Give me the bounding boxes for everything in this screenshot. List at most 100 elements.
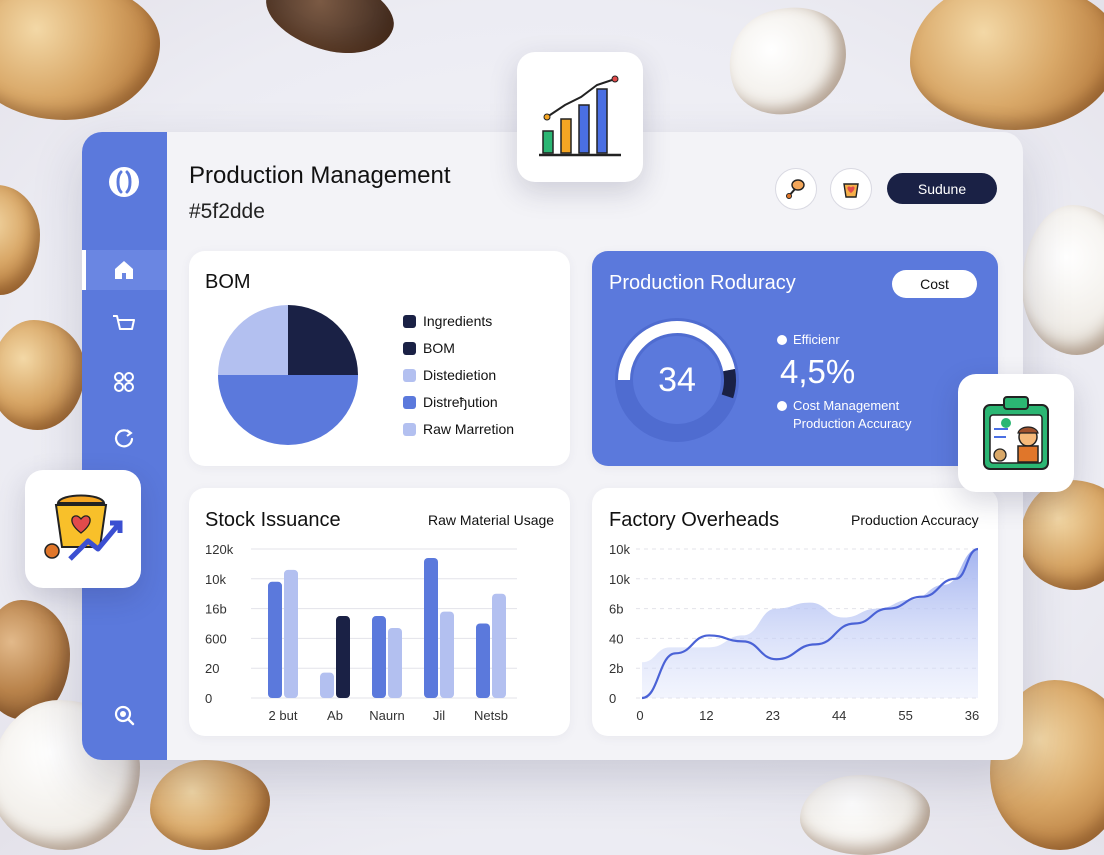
refresh-icon[interactable] — [108, 422, 140, 454]
pie-slice — [288, 305, 358, 375]
x-tick-label: Netsb — [474, 708, 508, 723]
home-icon[interactable] — [108, 254, 140, 286]
bakery-cup-tile[interactable] — [25, 470, 141, 588]
bar — [476, 623, 490, 698]
overheads-card: Factory Overheads Production Accuracy 10… — [592, 488, 998, 736]
overheads-note: Production Accuracy — [851, 512, 979, 528]
legend-ingredients: Ingredients — [403, 313, 492, 329]
x-tick-label: 23 — [766, 708, 780, 723]
y-tick-label: 20 — [205, 661, 219, 676]
x-tick-label: Jil — [433, 708, 445, 723]
stock-title: Stock Issuance — [205, 509, 341, 531]
growth-chart-tile[interactable] — [517, 52, 643, 182]
baker-report-tile[interactable] — [958, 374, 1074, 492]
bar — [440, 611, 454, 698]
stock-note: Raw Material Usage — [428, 512, 555, 528]
apps-icon[interactable] — [108, 366, 140, 398]
y-tick-label: 0 — [205, 691, 212, 706]
bread-decoration — [150, 760, 270, 850]
y-tick-label: 6b — [609, 602, 623, 617]
gauge-accent — [721, 368, 736, 399]
legend-distediction: Distediet​ion — [403, 367, 496, 383]
accuracy-card: Production Roduracy Cost 34 Efficienr 4,… — [592, 251, 998, 466]
x-tick-label: Naurn — [369, 708, 404, 723]
stock-card: Stock Issuance Raw Material Usage 120k 10… — [189, 488, 570, 736]
gauge-value: 34 — [658, 361, 696, 399]
legend-efficient: Efficienr — [777, 332, 840, 347]
bread-decoration — [800, 775, 930, 855]
x-tick-label: Ab — [327, 708, 343, 723]
x-tick-label: 0 — [636, 708, 643, 723]
bar — [388, 627, 402, 698]
bar — [372, 616, 386, 698]
gauge-fill — [618, 321, 735, 381]
search-icon[interactable] — [108, 699, 140, 731]
bar — [424, 557, 438, 698]
pie-slice — [218, 305, 288, 375]
bar — [268, 581, 282, 698]
legend-distribution: Distreђution — [403, 394, 498, 410]
legend-swatch — [403, 395, 416, 409]
bar — [320, 672, 334, 698]
page-subtitle: #5f2dde — [189, 200, 265, 223]
bom-pie-chart — [218, 305, 358, 445]
legend-swatch — [403, 422, 416, 436]
legend-cost-management: Cost Management — [777, 398, 899, 413]
y-tick-label: 2b — [609, 661, 623, 676]
legend-dot — [777, 400, 787, 411]
legend-production-accuracy: Production Accuracy — [793, 416, 912, 431]
bar — [336, 616, 350, 698]
bread-decoration — [713, 0, 863, 131]
x-tick-label: 55 — [898, 708, 912, 723]
x-tick-label: 12 — [699, 708, 713, 723]
heart-avatar-button[interactable] — [830, 168, 872, 210]
pie-slice — [218, 375, 358, 445]
bar — [492, 593, 506, 698]
y-tick-label: 0 — [609, 691, 616, 706]
stock-bar-chart: 120k 10k 16b 600 20 0 2 but Ab Naurn Jil Netsb — [205, 542, 517, 723]
overheads-title: Factory Overheads — [609, 509, 780, 531]
bread-decoration — [1020, 480, 1104, 590]
cost-badge[interactable]: Cost — [892, 270, 977, 298]
baker-report-icon — [983, 396, 1049, 470]
y-tick-label: 16b — [205, 602, 227, 617]
y-tick-label: 10k — [205, 572, 226, 587]
x-tick-label: 44 — [832, 708, 846, 723]
legend-bom: BOM — [403, 340, 455, 356]
baker-avatar-button[interactable] — [775, 168, 817, 210]
overheads-area-chart: 10k 10k 6b 40 2b 0 0 12 23 44 55 36 — [609, 542, 979, 723]
y-tick-label: 600 — [205, 631, 227, 646]
bread-decoration — [910, 0, 1104, 130]
legend-swatch — [403, 368, 416, 382]
bread-logo-icon[interactable] — [108, 166, 140, 198]
accuracy-gauge: 34 — [615, 318, 739, 442]
sidebar — [82, 132, 167, 760]
bread-decoration — [256, 0, 404, 69]
legend-swatch — [403, 314, 416, 328]
heart-cup-icon — [843, 183, 859, 198]
series-line — [641, 547, 979, 700]
y-tick-label: 10k — [609, 542, 630, 557]
heart-cup-growth-icon — [44, 494, 123, 561]
bread-decoration — [0, 0, 160, 120]
bar — [284, 569, 298, 698]
y-tick-label: 120k — [205, 542, 234, 557]
area-fill — [642, 549, 978, 698]
growth-chart-icon — [539, 75, 621, 157]
sudune-button[interactable]: Sudune — [887, 173, 997, 204]
bread-decoration — [0, 320, 85, 430]
bom-card: BOM Ingredients BOM Distediet​ion Distre… — [189, 251, 570, 466]
y-tick-label: 10k — [609, 572, 630, 587]
whisk-icon — [786, 179, 805, 199]
page-title: Production Management — [189, 162, 451, 189]
y-tick-label: 40 — [609, 631, 623, 646]
legend-swatch — [403, 341, 416, 355]
x-tick-label: 2 but — [269, 708, 298, 723]
bom-title: BOM — [205, 271, 251, 293]
x-tick-label: 36 — [965, 708, 979, 723]
cart-icon[interactable] — [108, 309, 140, 341]
accuracy-big-value: 4,5% — [780, 353, 856, 390]
legend-raw-marretion: Raw Marretion — [403, 421, 514, 437]
accuracy-title: Production Roduracy — [609, 272, 796, 294]
legend-dot — [777, 334, 787, 345]
